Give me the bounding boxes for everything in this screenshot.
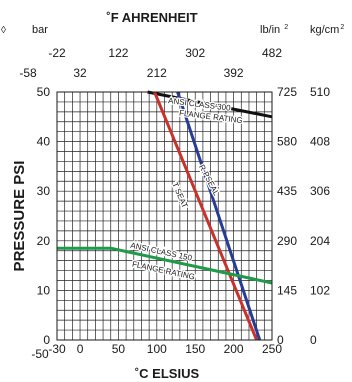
right-tick-kgcm: 0 bbox=[310, 333, 317, 347]
series-layer bbox=[57, 90, 273, 341]
right-tick-lbin: 290 bbox=[277, 234, 297, 248]
right-tick-lbin: 435 bbox=[277, 184, 297, 198]
fahrenheit-tick-label: -22 bbox=[48, 46, 66, 60]
fahrenheit-tick-label: 32 bbox=[73, 66, 87, 80]
left-unit-label: bar bbox=[32, 24, 48, 36]
fahrenheit-tick-label: 122 bbox=[108, 46, 128, 60]
fahrenheit-tick-label: -58 bbox=[19, 66, 37, 80]
series-line-3 bbox=[153, 91, 258, 341]
right-unit-kgcm-label: kg/cm2 bbox=[310, 24, 344, 36]
right-tick-kgcm: 102 bbox=[310, 283, 330, 297]
x-tick-label: -30 bbox=[48, 342, 66, 356]
right-tick-lbin: 145 bbox=[277, 283, 297, 297]
y-tick-label: 30 bbox=[37, 184, 51, 198]
series-line-1 bbox=[147, 90, 273, 119]
annotation-tseat: T SEAT bbox=[170, 181, 189, 210]
y-tick-label: 50 bbox=[37, 85, 51, 99]
x-tick-label: 250 bbox=[262, 342, 282, 356]
right-tick-lbin: 580 bbox=[277, 135, 297, 149]
y-tick-label: 40 bbox=[37, 135, 51, 149]
x-left-tick-label: -50 bbox=[31, 347, 49, 361]
x-axis-title: ˚C ELSIUS bbox=[135, 366, 200, 381]
series-line-4 bbox=[57, 246, 273, 285]
fahrenheit-tick-label: 392 bbox=[224, 66, 244, 80]
x-tick-label: 100 bbox=[147, 342, 167, 356]
fahrenheit-tick-label: 212 bbox=[147, 66, 167, 80]
series-line-2 bbox=[176, 91, 262, 341]
y-tick-label: 20 bbox=[37, 234, 51, 248]
y-axis-title: PRESSURE PSI bbox=[11, 161, 28, 272]
grid-lines bbox=[57, 92, 272, 340]
x-tick-label: 0 bbox=[77, 342, 84, 356]
chart-title: ˚F AHRENHEIT bbox=[106, 10, 197, 25]
right-unit-lbin-label: lb/in 2 bbox=[260, 24, 288, 36]
x-tick-label: 200 bbox=[224, 342, 244, 356]
plot-frame bbox=[56, 91, 273, 341]
right-tick-kgcm: 204 bbox=[310, 234, 330, 248]
right-tick-kgcm: 408 bbox=[310, 135, 330, 149]
annotation-rseal: R.PSEAL bbox=[197, 163, 221, 198]
x-tick-label: 150 bbox=[185, 342, 205, 356]
y-tick-label: 10 bbox=[37, 283, 51, 297]
label-layer: ◊ bar lb/in 2 kg/cm2 ˚F AHRENHEIT -22 122 302 482… bbox=[1, 10, 344, 381]
fahrenheit-tick-label: 482 bbox=[262, 46, 282, 60]
right-tick-kgcm: 306 bbox=[310, 184, 330, 198]
right-tick-lbin: 725 bbox=[277, 85, 297, 99]
fahrenheit-tick-label: 302 bbox=[185, 46, 205, 60]
corner-glyph: ◊ bbox=[1, 25, 6, 36]
right-tick-lbin: 0 bbox=[277, 333, 284, 347]
x-tick-label: 50 bbox=[112, 342, 126, 356]
right-tick-kgcm: 510 bbox=[310, 85, 330, 99]
y-tick-label: 0 bbox=[43, 333, 50, 347]
